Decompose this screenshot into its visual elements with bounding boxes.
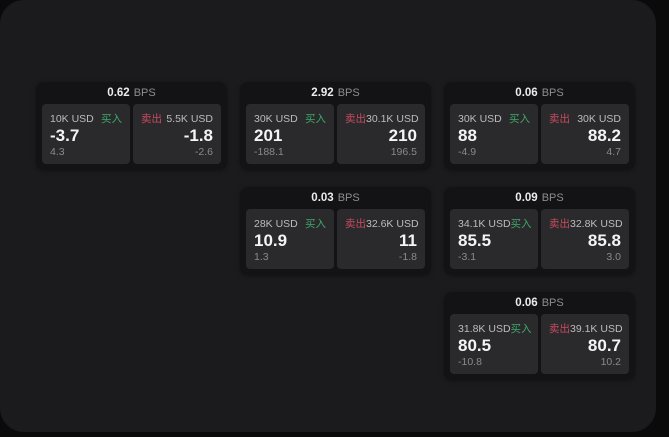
quote-card: 0.03 BPS 28K USD 买入 10.9 1.3 卖出 32.6K USD — [240, 187, 431, 275]
buy-sub-value: -3.1 — [458, 251, 477, 263]
quote-card: 0.09 BPS 34.1K USD 买入 85.5 -3.1 卖出 32.8K … — [444, 187, 635, 275]
sell-amount-label: 30K USD — [577, 112, 621, 125]
bps-value: 0.09 — [515, 192, 538, 204]
buy-amount-label: 30K USD — [254, 112, 298, 125]
sell-panel[interactable]: 卖出 30.1K USD 210 196.5 — [337, 104, 425, 164]
sell-price-value: 88.2 — [587, 126, 621, 146]
buy-side-label: 买入 — [101, 113, 122, 125]
bps-unit-label: BPS — [337, 87, 360, 99]
sell-sub-value: -2.6 — [194, 146, 213, 158]
buy-panel[interactable]: 31.8K USD 买入 80.5 -10.8 — [450, 314, 538, 374]
buy-side-label: 买入 — [510, 323, 532, 335]
buy-panel[interactable]: 28K USD 买入 10.9 1.3 — [246, 209, 334, 269]
buy-amount-label: 34.1K USD — [458, 217, 511, 230]
bps-header: 0.03 BPS — [246, 187, 425, 209]
bps-unit-label: BPS — [337, 192, 360, 204]
sell-side-label: 卖出 — [345, 218, 366, 230]
bps-unit-label: BPS — [133, 87, 156, 99]
buy-panel[interactable]: 34.1K USD 买入 85.5 -3.1 — [450, 209, 538, 269]
sell-price-value: 80.7 — [587, 336, 621, 356]
sell-panel[interactable]: 卖出 30K USD 88.2 4.7 — [541, 104, 629, 164]
sell-sub-value: 196.5 — [390, 146, 417, 158]
sell-side-label: 卖出 — [549, 218, 570, 230]
buy-side-label: 买入 — [509, 113, 530, 125]
quotes-panel: 0.62 BPS 10K USD 买入 -3.7 4.3 卖出 5.5K USD — [0, 0, 656, 432]
bps-unit-label: BPS — [541, 87, 564, 99]
sell-price-value: -1.8 — [183, 126, 213, 146]
sell-amount-label: 5.5K USD — [166, 112, 213, 125]
buy-price-value: 85.5 — [458, 231, 492, 251]
sell-sub-value: 10.2 — [600, 356, 621, 368]
bps-header: 0.06 BPS — [450, 292, 629, 314]
bps-unit-label: BPS — [541, 192, 564, 204]
quote-card: 0.06 BPS 31.8K USD 买入 80.5 -10.8 卖出 39.1K… — [444, 292, 635, 380]
sell-panel[interactable]: 卖出 39.1K USD 80.7 10.2 — [541, 314, 629, 374]
buy-price-value: 201 — [254, 126, 283, 146]
buy-amount-label: 31.8K USD — [458, 322, 511, 335]
sell-amount-label: 39.1K USD — [570, 322, 623, 335]
buy-price-value: -3.7 — [50, 126, 80, 146]
sell-price-value: 11 — [399, 231, 417, 251]
buy-sub-value: 4.3 — [50, 146, 65, 158]
sell-side-label: 卖出 — [141, 113, 162, 125]
bps-header: 0.09 BPS — [450, 187, 629, 209]
buy-panel[interactable]: 30K USD 买入 88 -4.9 — [450, 104, 538, 164]
buy-price-value: 80.5 — [458, 336, 492, 356]
sell-amount-label: 32.8K USD — [570, 217, 623, 230]
buy-panel[interactable]: 10K USD 买入 -3.7 4.3 — [42, 104, 130, 164]
sell-panel[interactable]: 卖出 5.5K USD -1.8 -2.6 — [133, 104, 221, 164]
sell-side-label: 卖出 — [549, 323, 570, 335]
quote-card: 0.62 BPS 10K USD 买入 -3.7 4.3 卖出 5.5K USD — [36, 82, 227, 170]
sell-price-value: 210 — [388, 126, 417, 146]
quote-card: 0.06 BPS 30K USD 买入 88 -4.9 卖出 30K USD — [444, 82, 635, 170]
sell-side-label: 卖出 — [345, 113, 366, 125]
bps-header: 2.92 BPS — [246, 82, 425, 104]
sell-sub-value: 4.7 — [606, 146, 621, 158]
sell-amount-label: 30.1K USD — [366, 112, 419, 125]
bps-header: 0.62 BPS — [42, 82, 221, 104]
bps-unit-label: BPS — [541, 297, 564, 309]
buy-price-value: 88 — [458, 126, 477, 146]
buy-side-label: 买入 — [510, 218, 532, 230]
sell-panel[interactable]: 卖出 32.8K USD 85.8 3.0 — [541, 209, 629, 269]
buy-side-label: 买入 — [305, 113, 326, 125]
bps-value: 0.06 — [515, 297, 538, 309]
bps-value: 0.06 — [515, 87, 538, 99]
buy-sub-value: -188.1 — [254, 146, 284, 158]
buy-sub-value: 1.3 — [254, 251, 269, 263]
buy-sub-value: -4.9 — [458, 146, 477, 158]
sell-side-label: 卖出 — [549, 113, 570, 125]
buy-sub-value: -10.8 — [458, 356, 482, 368]
buy-amount-label: 28K USD — [254, 217, 298, 230]
bps-value: 0.03 — [311, 192, 334, 204]
quote-cards-grid: 0.62 BPS 10K USD 买入 -3.7 4.3 卖出 5.5K USD — [36, 82, 635, 380]
sell-price-value: 85.8 — [587, 231, 621, 251]
buy-panel[interactable]: 30K USD 买入 201 -188.1 — [246, 104, 334, 164]
quote-card: 2.92 BPS 30K USD 买入 201 -188.1 卖出 30.1K U… — [240, 82, 431, 170]
sell-sub-value: 3.0 — [606, 251, 621, 263]
bps-header: 0.06 BPS — [450, 82, 629, 104]
bps-value: 2.92 — [311, 87, 334, 99]
buy-amount-label: 30K USD — [458, 112, 502, 125]
sell-amount-label: 32.6K USD — [366, 217, 419, 230]
buy-side-label: 买入 — [305, 218, 326, 230]
sell-panel[interactable]: 卖出 32.6K USD 11 -1.8 — [337, 209, 425, 269]
bps-value: 0.62 — [107, 87, 130, 99]
sell-sub-value: -1.8 — [398, 251, 417, 263]
buy-amount-label: 10K USD — [50, 112, 94, 125]
buy-price-value: 10.9 — [254, 231, 288, 251]
